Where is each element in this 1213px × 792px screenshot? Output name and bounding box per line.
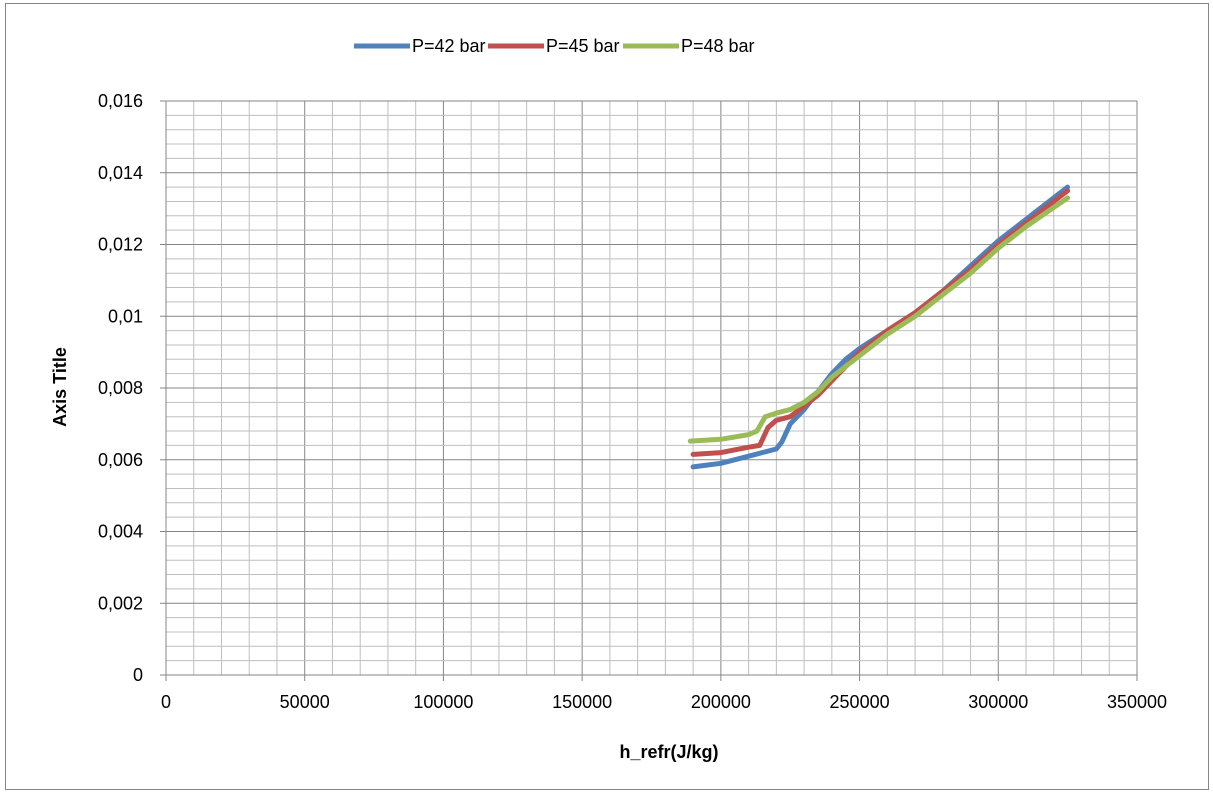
series-line-3: [687, 195, 1071, 444]
y-tick-label: 0,006: [98, 450, 143, 470]
series-lines: [687, 184, 1071, 470]
x-tick-label: 200000: [691, 692, 751, 712]
x-tick-label: 100000: [413, 692, 473, 712]
legend-label: P=45 bar: [546, 36, 620, 56]
y-tick-label: 0,002: [98, 593, 143, 613]
y-tick-label: 0: [133, 665, 143, 685]
y-tick-label: 0,004: [98, 522, 143, 542]
x-tick-label: 0: [161, 692, 171, 712]
series-line-1: [690, 184, 1071, 470]
legend-label: P=48 bar: [681, 36, 755, 56]
x-axis-title: h_refr(J/kg): [619, 742, 718, 762]
chart-frame: [5, 3, 1209, 790]
legend: P=42 bar P=45 bar P=48 bar: [354, 36, 755, 56]
grid: [165, 100, 1138, 676]
x-tick-label: 50000: [280, 692, 330, 712]
y-axis-title: Axis Title: [50, 347, 70, 427]
y-tick-label: 0,014: [98, 163, 143, 183]
legend-label: P=42 bar: [412, 36, 486, 56]
y-tick-label: 0,01: [108, 306, 143, 326]
x-tick-label: 300000: [968, 692, 1028, 712]
axes: 0 50000 100000 150000 200000 250000 300000 3500…: [98, 91, 1167, 712]
x-tick-label: 250000: [830, 692, 890, 712]
x-tick-label: 150000: [552, 692, 612, 712]
y-tick-label: 0,008: [98, 378, 143, 398]
y-tick-label: 0,012: [98, 235, 143, 255]
y-tick-label: 0,016: [98, 91, 143, 111]
x-tick-label: 350000: [1107, 692, 1167, 712]
